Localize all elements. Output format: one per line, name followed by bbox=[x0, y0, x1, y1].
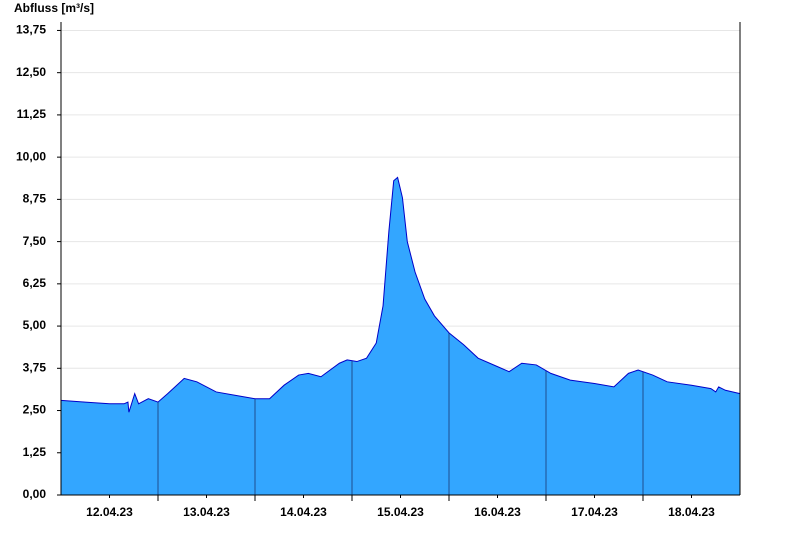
area bbox=[61, 177, 740, 495]
x-tick-label: 12.04.23 bbox=[86, 505, 133, 519]
y-tick-label: 3,75 bbox=[23, 360, 47, 374]
y-tick-label: 7,50 bbox=[23, 234, 47, 248]
area-line bbox=[60, 176, 741, 413]
x-tick-label: 14.04.23 bbox=[280, 505, 327, 519]
x-tick-label: 13.04.23 bbox=[183, 505, 230, 519]
x-tick-label: 15.04.23 bbox=[377, 505, 424, 519]
y-tick-label: 2,50 bbox=[23, 403, 47, 417]
y-tick-label: 1,25 bbox=[23, 445, 47, 459]
x-tick-label: 18.04.23 bbox=[668, 505, 715, 519]
x-tick-label: 17.04.23 bbox=[571, 505, 618, 519]
y-tick-label: 5,00 bbox=[23, 318, 47, 332]
chart-title: Abfluss [m³/s] bbox=[14, 1, 94, 15]
y-tick-label: 6,25 bbox=[23, 276, 47, 290]
y-tick-label: 0,00 bbox=[23, 487, 47, 501]
y-tick-label: 8,75 bbox=[23, 192, 47, 206]
y-tick-label: 12,50 bbox=[16, 65, 46, 79]
y-tick-label: 11,25 bbox=[17, 107, 47, 121]
x-tick-label: 16.04.23 bbox=[474, 505, 521, 519]
y-tick-label: 10,00 bbox=[16, 149, 46, 163]
y-tick-label: 13,75 bbox=[16, 23, 46, 37]
